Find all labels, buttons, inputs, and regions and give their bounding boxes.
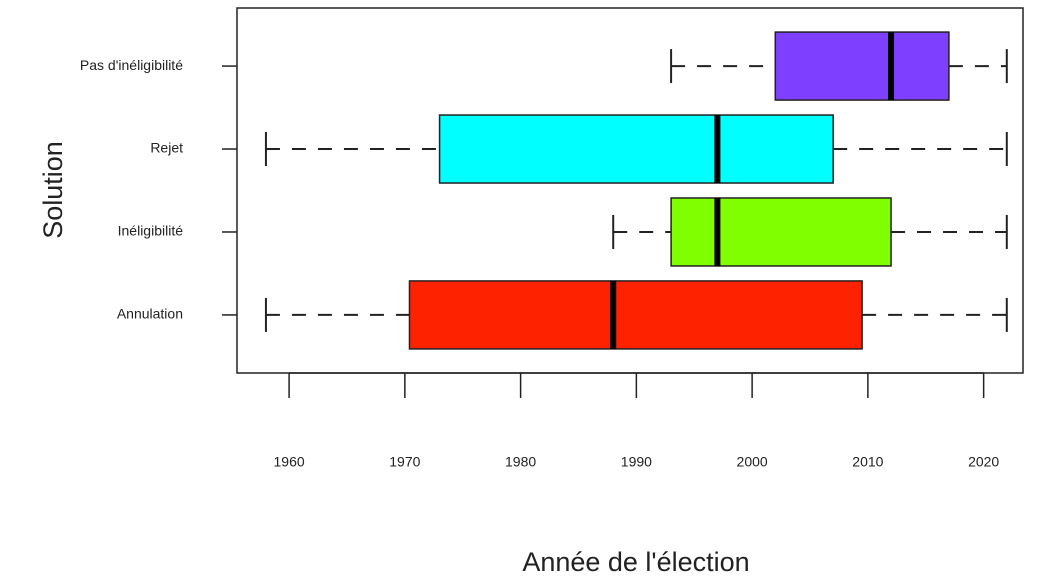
x-tick-label: 2020 xyxy=(968,454,999,470)
x-tick-label: 1990 xyxy=(621,454,652,470)
y-axis-title: Solution xyxy=(38,141,68,239)
x-axis-title: Année de l'élection xyxy=(522,547,749,577)
y-tick-label: Inéligibilité xyxy=(118,223,184,239)
x-tick-label: 1960 xyxy=(274,454,305,470)
box xyxy=(408,280,863,350)
y-tick-label: Rejet xyxy=(150,140,183,156)
box xyxy=(774,31,950,101)
box xyxy=(670,197,892,267)
x-tick-label: 2010 xyxy=(852,454,883,470)
box xyxy=(438,114,834,184)
x-tick-label: 2000 xyxy=(737,454,768,470)
x-tick-label: 1980 xyxy=(505,454,536,470)
y-tick-label: Pas d'inéligibilité xyxy=(80,57,183,73)
x-tick-label: 1970 xyxy=(389,454,420,470)
y-tick-label: Annulation xyxy=(117,306,183,322)
